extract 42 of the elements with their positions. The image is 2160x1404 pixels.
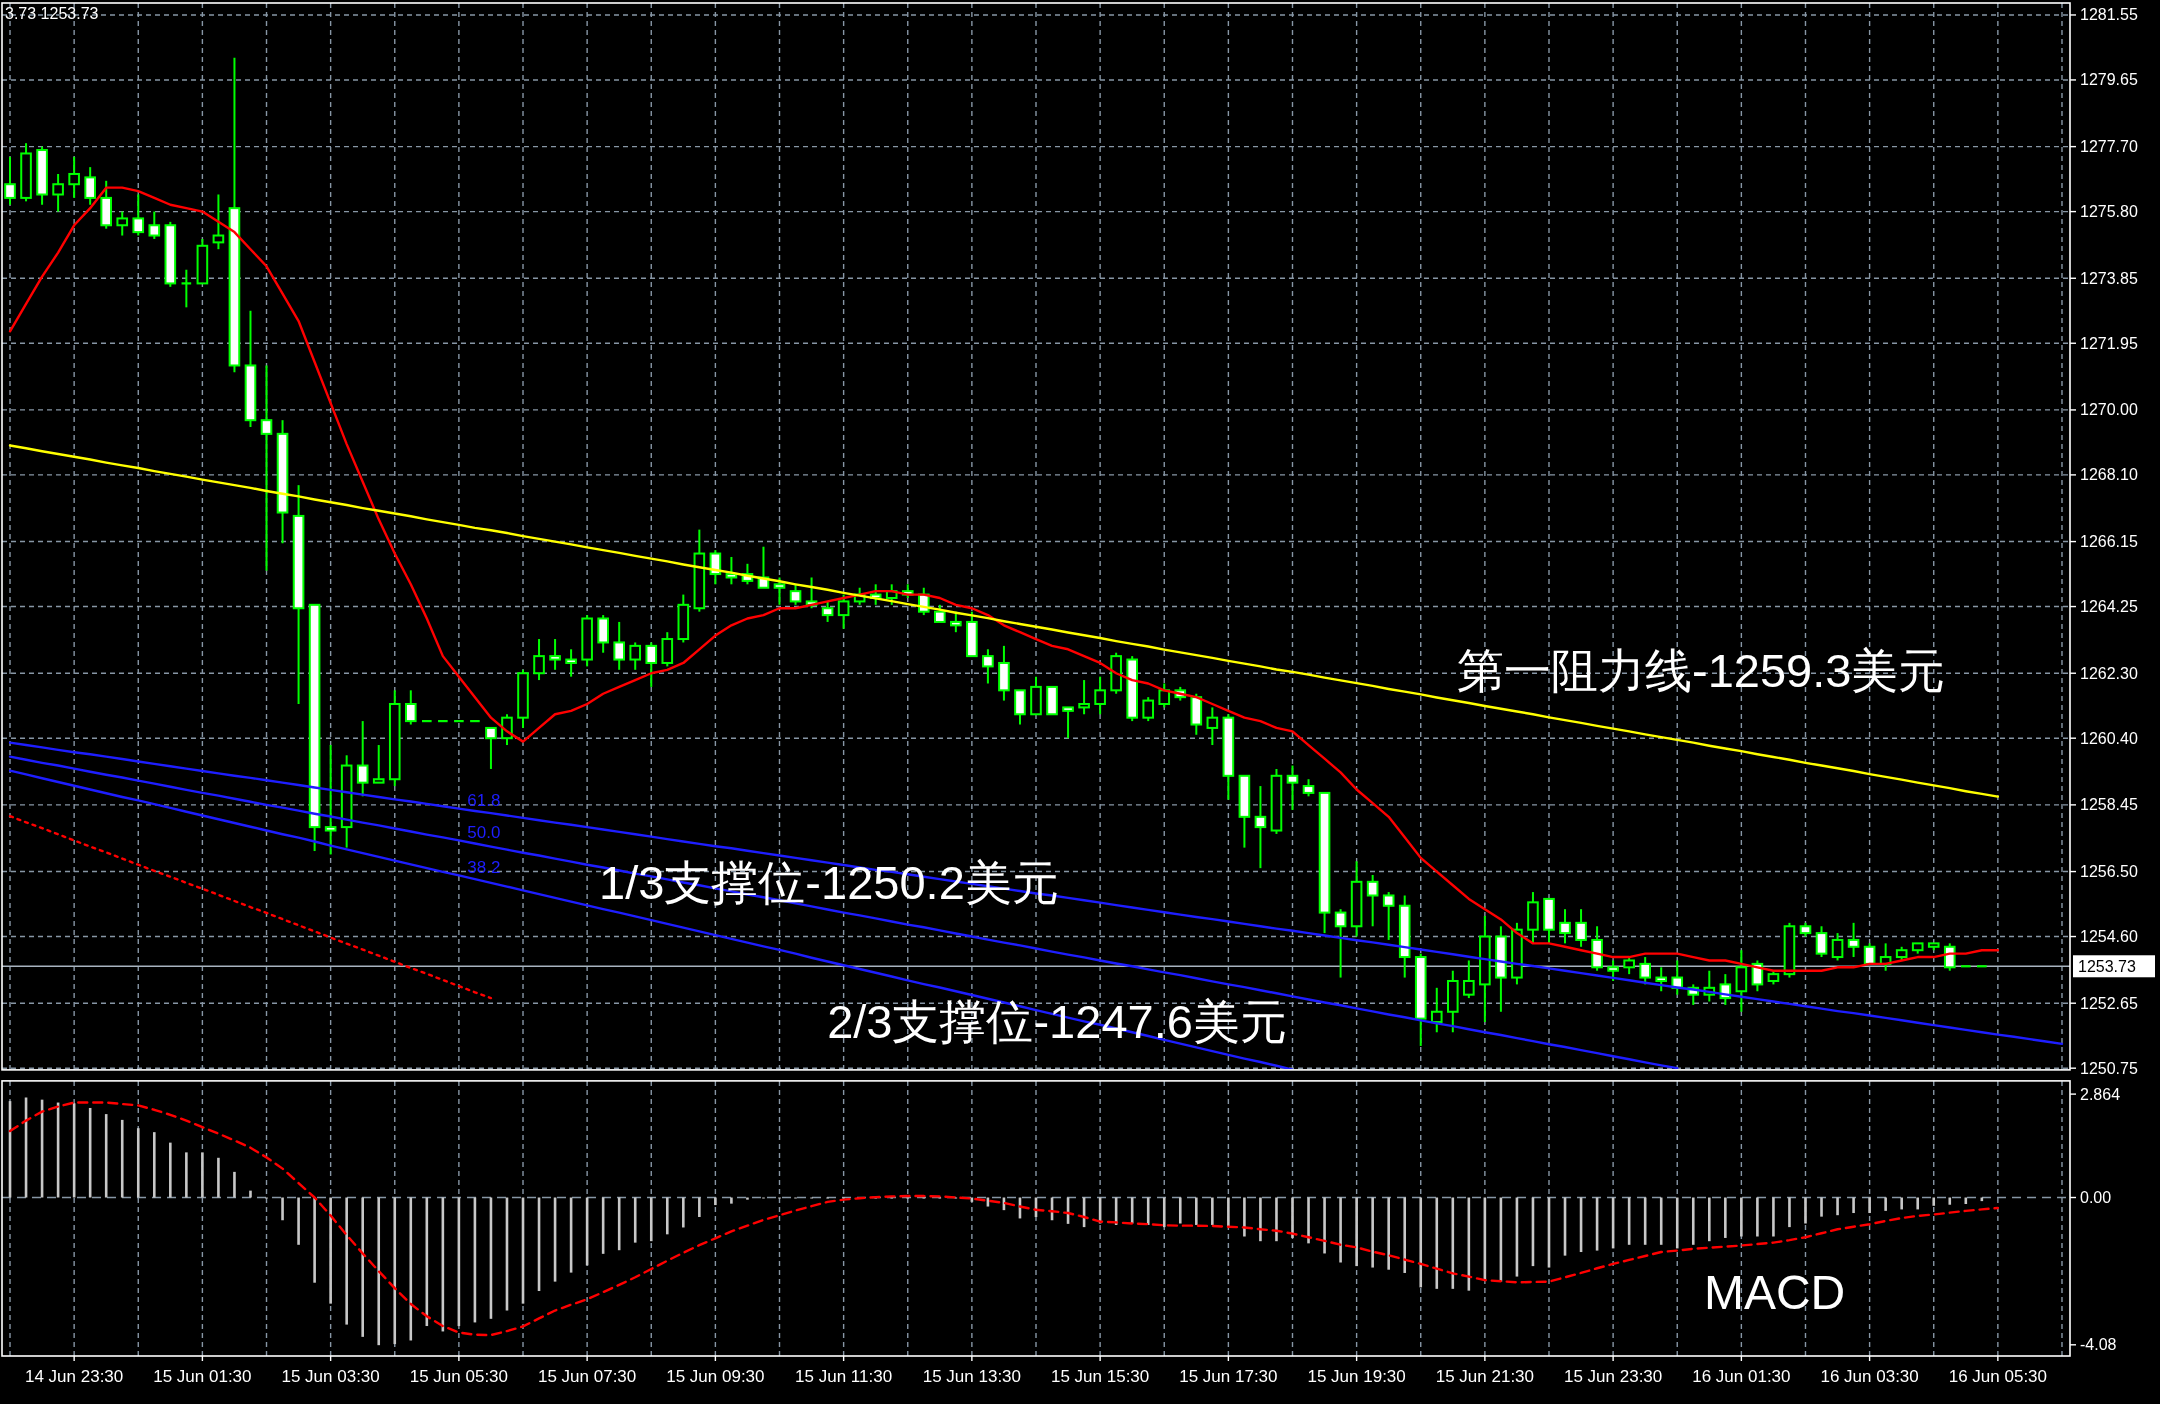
x-tick-label: 15 Jun 15:30	[1050, 1367, 1150, 1386]
text: MACD	[1703, 1266, 1846, 1320]
x-tick-label: 15 Jun 01:30	[153, 1367, 252, 1386]
y-tick-label: 1250.75	[2080, 1059, 2138, 1077]
y-tick-label: 1258.45	[2080, 796, 2138, 814]
y-tick-label: 1271.95	[2080, 334, 2138, 352]
x-tick-label: 15 Jun 11:30	[795, 1367, 893, 1386]
y-tick-label: 1275.80	[2080, 203, 2138, 221]
y-tick-label: 1262.30	[2080, 664, 2138, 682]
x-tick-label: 15 Jun 03:30	[281, 1367, 380, 1386]
x-tick-label: 15 Jun 21:30	[1435, 1367, 1535, 1386]
y-tick-label: 2.864	[2080, 1085, 2121, 1103]
series-label: 50.0	[467, 823, 501, 843]
x-tick-label: 15 Jun 07:30	[537, 1367, 637, 1386]
y-tick-label: 1260.40	[2080, 729, 2138, 747]
x-tick-label: 15 Jun 13:30	[922, 1367, 1022, 1386]
y-tick-label: 1254.60	[2080, 928, 2138, 946]
x-tick-label: 15 Jun 17:30	[1179, 1367, 1278, 1386]
x-tick-label: 15 Jun 19:30	[1307, 1367, 1406, 1386]
ref-line-label: 1253.73	[2078, 957, 2136, 975]
series-label: 61.8	[467, 790, 501, 810]
y-tick-label: 1277.70	[2080, 138, 2138, 156]
x-tick-label: 14 Jun 23:30	[24, 1367, 124, 1386]
y-tick-label: 1270.00	[2080, 401, 2138, 419]
x-tick-label: 15 Jun 05:30	[409, 1367, 509, 1386]
x-tick-label: 16 Jun 05:30	[1948, 1367, 2048, 1386]
x-tick-label: 16 Jun 03:30	[1820, 1367, 1919, 1386]
y-tick-label: 1268.10	[2080, 466, 2138, 484]
chart-title: 3.73 1253.73	[5, 5, 99, 22]
y-tick-label: 1273.85	[2080, 269, 2138, 287]
x-tick-label: 16 Jun 01:30	[1692, 1367, 1791, 1386]
x-tick-label: 15 Jun 09:30	[666, 1367, 765, 1386]
y-tick-label: 1279.65	[2080, 71, 2138, 89]
x-tick-label: 15 Jun 23:30	[1563, 1367, 1663, 1386]
y-tick-label: 1252.65	[2080, 994, 2138, 1012]
y-tick-label: 0.00	[2080, 1189, 2112, 1206]
y-tick-label: 1256.50	[2080, 863, 2138, 881]
y-tick-label: 1281.55	[2080, 6, 2138, 24]
series-label: 38.2	[467, 858, 501, 878]
y-tick-label: 1266.15	[2080, 533, 2138, 551]
y-tick-label: -4.08	[2080, 1336, 2117, 1354]
y-tick-label: 1264.25	[2080, 598, 2138, 616]
